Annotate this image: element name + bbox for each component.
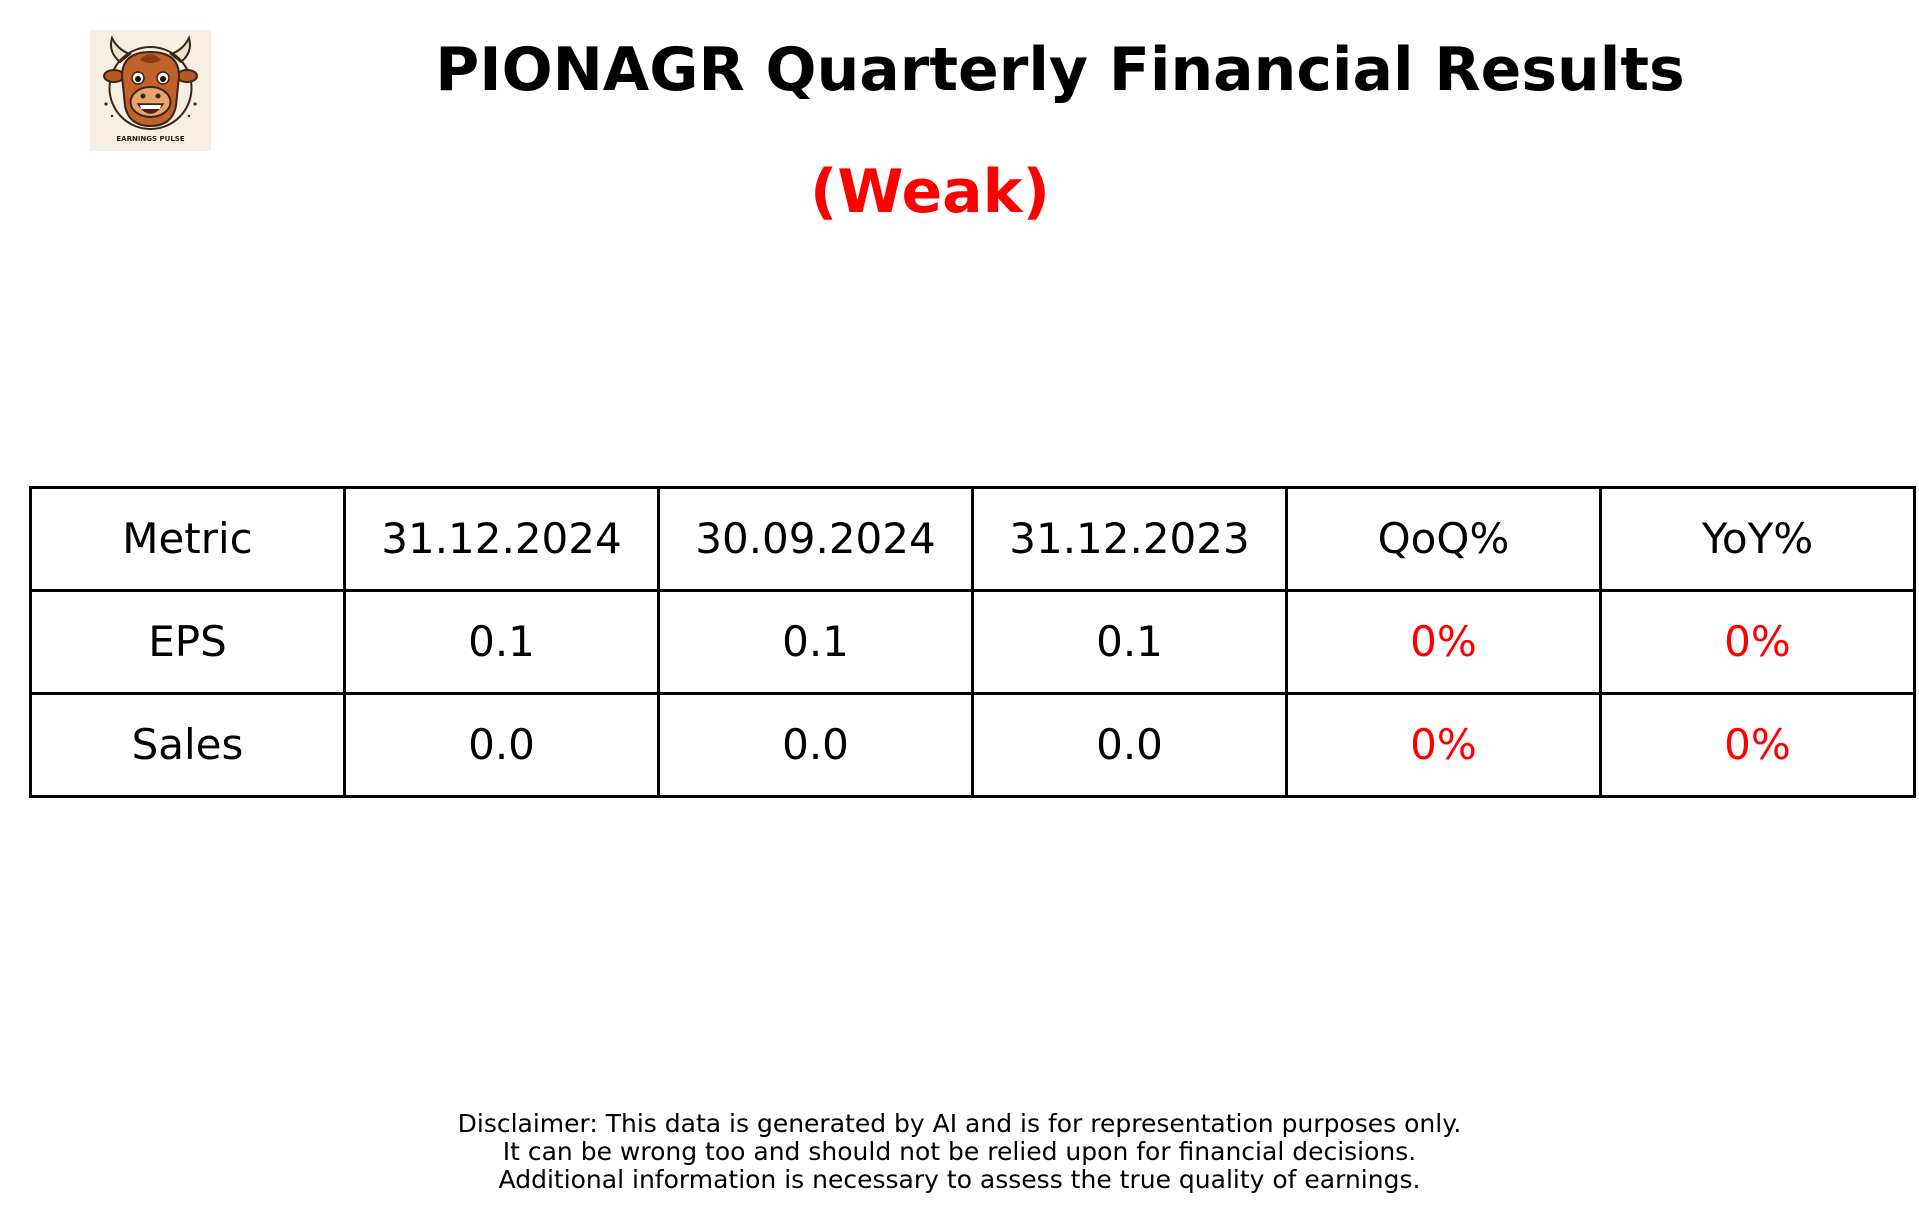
metric-name-cell: Sales [29, 692, 346, 798]
column-header-metric: Metric [29, 486, 346, 592]
column-header-date: 31.12.2023 [971, 486, 1288, 592]
column-header-qoq: QoQ% [1285, 486, 1602, 592]
disclaimer: Disclaimer: This data is generated by AI… [0, 1110, 1919, 1194]
qoq-change-cell: 0% [1285, 589, 1602, 695]
value-cell: 0.1 [657, 589, 974, 695]
bull-mascot-icon: EARNINGS PULSE [103, 35, 198, 143]
earnings-pulse-logo: EARNINGS PULSE [90, 30, 211, 151]
table-header-row: Metric 31.12.2024 30.09.2024 31.12.2023 … [29, 486, 1916, 592]
rating-label: (Weak) [810, 157, 1050, 227]
value-cell: 0.1 [971, 589, 1288, 695]
disclaimer-line: Additional information is necessary to a… [498, 1165, 1421, 1194]
table-row-sales: Sales 0.0 0.0 0.0 0% 0% [29, 692, 1916, 798]
metric-name-cell: EPS [29, 589, 346, 695]
financial-results-table: Metric 31.12.2024 30.09.2024 31.12.2023 … [29, 486, 1916, 798]
value-cell: 0.0 [971, 692, 1288, 798]
column-header-date: 30.09.2024 [657, 486, 974, 592]
column-header-date: 31.12.2024 [343, 486, 660, 592]
qoq-change-cell: 0% [1285, 692, 1602, 798]
value-cell: 0.0 [657, 692, 974, 798]
value-cell: 0.1 [343, 589, 660, 695]
disclaimer-line: It can be wrong too and should not be re… [502, 1137, 1417, 1166]
yoy-change-cell: 0% [1599, 692, 1916, 798]
column-header-yoy: YoY% [1599, 486, 1916, 592]
table-row-eps: EPS 0.1 0.1 0.1 0% 0% [29, 589, 1916, 695]
page-title: PIONAGR Quarterly Financial Results [435, 35, 1685, 105]
disclaimer-line: Disclaimer: This data is generated by AI… [457, 1109, 1462, 1138]
yoy-change-cell: 0% [1599, 589, 1916, 695]
value-cell: 0.0 [343, 692, 660, 798]
logo-caption: EARNINGS PULSE [116, 135, 184, 143]
